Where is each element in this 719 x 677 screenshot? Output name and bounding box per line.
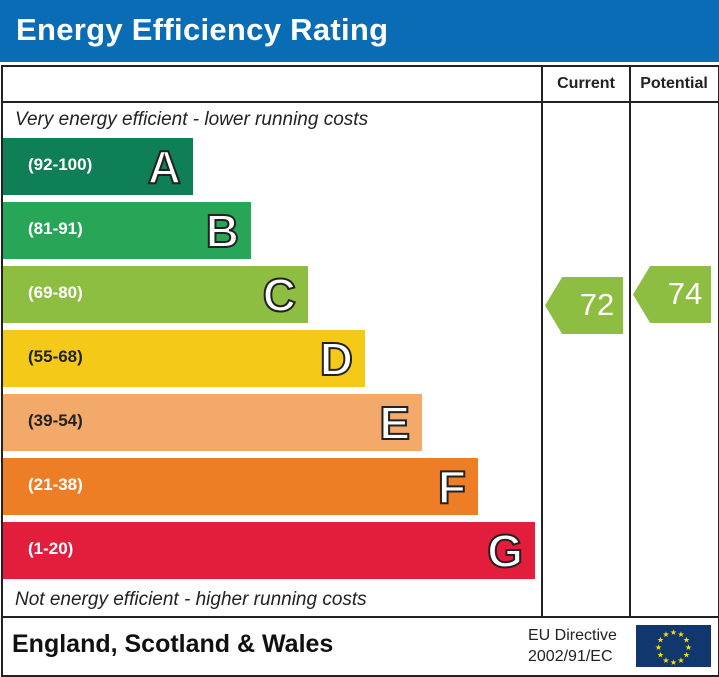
rating-bar-f: (21-38) F bbox=[3, 458, 478, 515]
rating-bar-a: (92-100) A bbox=[3, 138, 193, 195]
rating-letter: F bbox=[437, 460, 467, 514]
rating-letter: B bbox=[205, 204, 240, 258]
eu-directive-label: EU Directive bbox=[528, 627, 617, 644]
rating-range: (39-54) bbox=[28, 411, 83, 430]
bottom-note: Not energy efficient - higher running co… bbox=[15, 589, 367, 610]
star-icon: ★ bbox=[657, 651, 664, 660]
rating-range: (92-100) bbox=[28, 155, 93, 174]
potential-column-header: Potential bbox=[640, 75, 708, 92]
header-divider bbox=[1, 101, 718, 103]
current-rating-value: 72 bbox=[579, 287, 615, 322]
star-icon: ★ bbox=[683, 636, 690, 645]
rating-letter: G bbox=[486, 524, 524, 578]
star-icon: ★ bbox=[670, 658, 677, 667]
page-title: Energy Efficiency Rating bbox=[16, 12, 389, 47]
star-icon: ★ bbox=[662, 630, 669, 639]
star-icon: ★ bbox=[677, 630, 684, 639]
rating-bar-g: (1-20) G bbox=[3, 522, 535, 579]
rating-range: (1-20) bbox=[28, 539, 74, 558]
rating-letter: E bbox=[378, 396, 411, 450]
potential-rating-arrow: 74 bbox=[633, 266, 711, 323]
rating-letter: A bbox=[147, 140, 182, 194]
region-label: England, Scotland & Wales bbox=[12, 630, 334, 658]
column-divider bbox=[629, 65, 631, 618]
rating-bar-c: (69-80) C bbox=[3, 266, 308, 323]
rating-letter: C bbox=[262, 268, 297, 322]
rating-range: (55-68) bbox=[28, 347, 83, 366]
rating-bar-d: (55-68) D bbox=[3, 330, 365, 387]
star-icon: ★ bbox=[677, 656, 684, 665]
star-icon: ★ bbox=[670, 628, 677, 637]
column-divider bbox=[541, 65, 543, 618]
star-icon: ★ bbox=[662, 656, 669, 665]
eu-flag-icon: ★ ★ ★ ★ ★ ★ ★ ★ ★ ★ ★ ★ bbox=[636, 625, 711, 667]
current-column-header: Current bbox=[557, 75, 615, 92]
eu-directive-number: 2002/91/EC bbox=[528, 648, 613, 665]
rating-bar-b: (81-91) B bbox=[3, 202, 251, 259]
star-icon: ★ bbox=[685, 643, 692, 652]
rating-bar-e: (39-54) E bbox=[3, 394, 422, 451]
top-note: Very energy efficient - lower running co… bbox=[15, 109, 369, 130]
star-icon: ★ bbox=[683, 651, 690, 660]
footer-divider bbox=[1, 616, 718, 618]
potential-rating-value: 74 bbox=[667, 276, 703, 311]
header-bar bbox=[0, 0, 719, 62]
star-icon: ★ bbox=[657, 636, 664, 645]
rating-letter: D bbox=[319, 332, 354, 386]
rating-range: (69-80) bbox=[28, 283, 83, 302]
rating-range: (81-91) bbox=[28, 219, 83, 238]
current-rating-arrow: 72 bbox=[545, 277, 623, 334]
star-icon: ★ bbox=[655, 643, 662, 652]
rating-range: (21-38) bbox=[28, 475, 83, 494]
